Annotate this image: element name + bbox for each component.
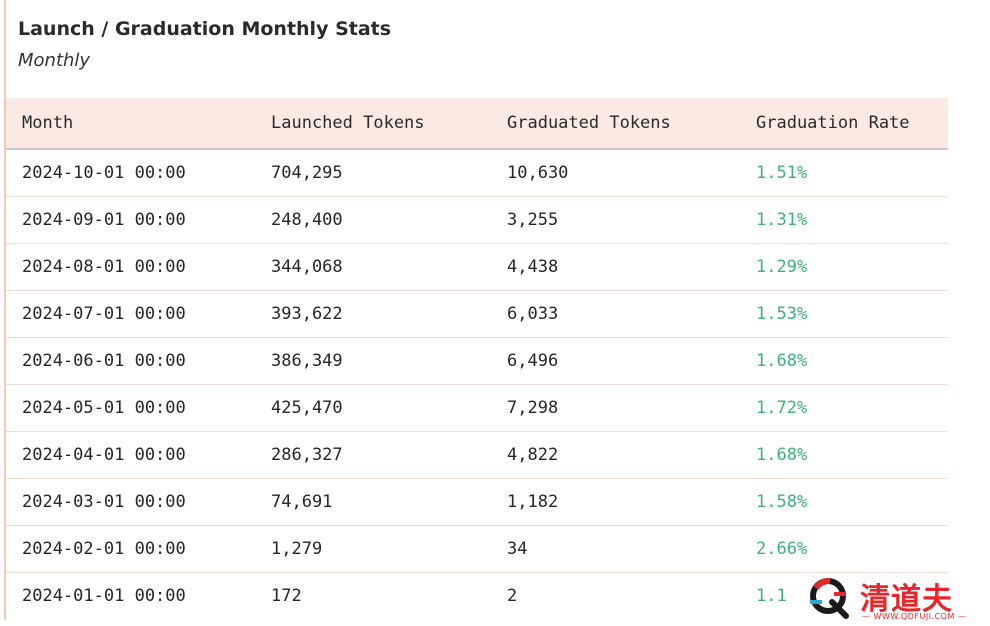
cell-graduated-tokens: 34 bbox=[507, 525, 756, 573]
table-header-row: Month Launched Tokens Graduated Tokens G… bbox=[6, 98, 948, 150]
cell-launched-tokens: 248,400 bbox=[271, 196, 507, 244]
cell-graduation-rate: 1.1 bbox=[756, 586, 787, 606]
cell-graduated-tokens: 4,438 bbox=[507, 243, 756, 291]
table-row[interactable]: 2024-02-01 00:00 1,279 34 2.66% bbox=[6, 525, 948, 573]
cell-graduated-tokens: 1,182 bbox=[507, 478, 756, 526]
table-row[interactable]: 2024-10-01 00:00 704,295 10,630 1.51% bbox=[6, 149, 948, 197]
table-row[interactable]: 2024-08-01 00:00 344,068 4,438 1.29% bbox=[6, 243, 948, 291]
cell-month: 2024-10-01 00:00 bbox=[6, 149, 271, 197]
cell-graduated-tokens: 2 bbox=[507, 586, 518, 606]
page-title: Launch / Graduation Monthly Stats bbox=[18, 18, 392, 40]
cell-month: 2024-04-01 00:00 bbox=[6, 431, 271, 479]
cell-month: 2024-03-01 00:00 bbox=[6, 478, 271, 526]
cell-month: 2024-09-01 00:00 bbox=[6, 196, 271, 244]
q-logo-icon bbox=[810, 577, 849, 619]
stats-table-container: Month Launched Tokens Graduated Tokens G… bbox=[6, 98, 948, 619]
cell-graduation-rate: 1.58% bbox=[756, 478, 948, 526]
column-header-month[interactable]: Month bbox=[6, 98, 271, 150]
cell-graduated-tokens: 3,255 bbox=[507, 196, 756, 244]
table-row[interactable]: 2024-03-01 00:00 74,691 1,182 1.58% bbox=[6, 478, 948, 526]
cell-launched-tokens: 393,622 bbox=[271, 290, 507, 338]
cell-graduated-tokens: 6,033 bbox=[507, 290, 756, 338]
cell-month: 2024-06-01 00:00 bbox=[6, 337, 271, 385]
table-row[interactable]: 2024-04-01 00:00 286,327 4,822 1.68% bbox=[6, 431, 948, 479]
watermark-text: 清道夫 bbox=[860, 582, 953, 617]
cell-launched-tokens: 386,349 bbox=[271, 337, 507, 385]
left-accent-rule bbox=[4, 0, 6, 620]
watermark: 清道夫 — WWW.QDFUJI.COM — bbox=[808, 572, 990, 626]
cell-launched-tokens: 286,327 bbox=[271, 431, 507, 479]
cell-graduation-rate: 1.53% bbox=[756, 290, 948, 338]
table-row[interactable]: 2024-06-01 00:00 386,349 6,496 1.68% bbox=[6, 337, 948, 385]
table-row[interactable]: 2024-01-01 00:00 172 2 1.1 bbox=[6, 573, 948, 620]
cell-month: 2024-02-01 00:00 bbox=[6, 525, 271, 573]
cell-graduation-rate: 1.31% bbox=[756, 196, 948, 244]
cell-graduated-tokens: 4,822 bbox=[507, 431, 756, 479]
cell-launched-tokens: 704,295 bbox=[271, 149, 507, 197]
column-header-graduation-rate[interactable]: Graduation Rate bbox=[756, 98, 948, 150]
cell-graduated-tokens: 7,298 bbox=[507, 384, 756, 432]
cell-graduation-rate: 1.72% bbox=[756, 384, 948, 432]
cell-launched-tokens: 1,279 bbox=[271, 525, 507, 573]
cell-month: 2024-01-01 00:00 bbox=[22, 586, 186, 606]
table-row[interactable]: 2024-05-01 00:00 425,470 7,298 1.72% bbox=[6, 384, 948, 432]
cell-graduation-rate: 2.66% bbox=[756, 525, 948, 573]
cell-graduated-tokens: 6,496 bbox=[507, 337, 756, 385]
cell-graduated-tokens: 10,630 bbox=[507, 149, 756, 197]
cell-launched-tokens: 425,470 bbox=[271, 384, 507, 432]
table-row[interactable]: 2024-09-01 00:00 248,400 3,255 1.31% bbox=[6, 196, 948, 244]
stats-table: Month Launched Tokens Graduated Tokens G… bbox=[6, 98, 948, 619]
table-body: 2024-10-01 00:00 704,295 10,630 1.51% 2024-0… bbox=[6, 149, 948, 619]
table-row[interactable]: 2024-07-01 00:00 393,622 6,033 1.53% bbox=[6, 290, 948, 338]
cell-launched-tokens: 74,691 bbox=[271, 478, 507, 526]
page-subtitle: Monthly bbox=[18, 50, 91, 71]
watermark-url: — WWW.QDFUJI.COM — bbox=[862, 612, 967, 621]
cell-graduation-rate: 1.68% bbox=[756, 337, 948, 385]
cell-month: 2024-05-01 00:00 bbox=[6, 384, 271, 432]
cell-graduation-rate: 1.51% bbox=[756, 149, 948, 197]
cell-graduation-rate: 1.29% bbox=[756, 243, 948, 291]
column-header-graduated-tokens[interactable]: Graduated Tokens bbox=[507, 98, 756, 150]
cell-month: 2024-08-01 00:00 bbox=[6, 243, 271, 291]
panel-header: Launch / Graduation Monthly Stats Monthl… bbox=[18, 14, 391, 78]
column-header-launched-tokens[interactable]: Launched Tokens bbox=[271, 98, 507, 150]
table-header: Month Launched Tokens Graduated Tokens G… bbox=[6, 98, 948, 150]
cell-month: 2024-07-01 00:00 bbox=[6, 290, 271, 338]
cell-launched-tokens: 344,068 bbox=[271, 243, 507, 291]
cell-graduation-rate: 1.68% bbox=[756, 431, 948, 479]
cell-launched-tokens: 172 bbox=[271, 586, 302, 606]
